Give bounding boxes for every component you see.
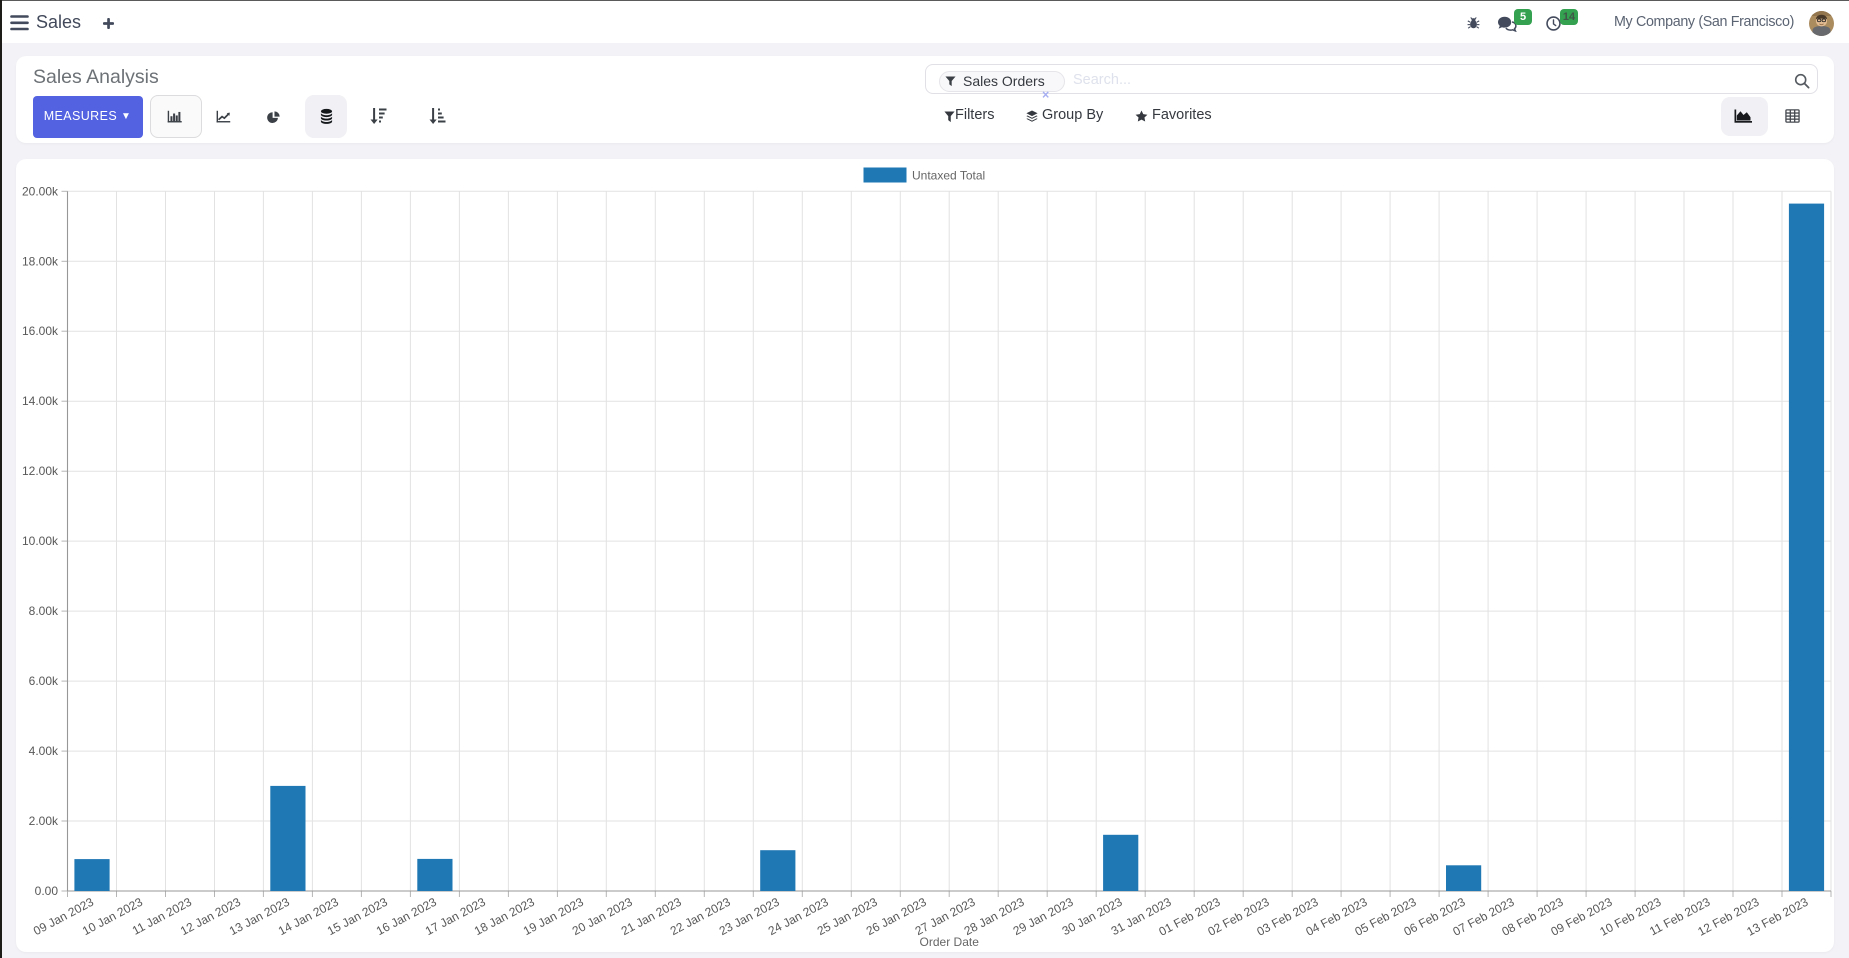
svg-text:6.00k: 6.00k (29, 674, 59, 688)
svg-text:12.00k: 12.00k (22, 464, 59, 478)
svg-text:20.00k: 20.00k (22, 184, 59, 198)
svg-text:Order Date: Order Date (920, 935, 980, 949)
svg-text:10.00k: 10.00k (22, 534, 59, 548)
svg-text:8.00k: 8.00k (29, 604, 59, 618)
svg-text:Untaxed Total: Untaxed Total (912, 169, 985, 183)
svg-text:0.00: 0.00 (35, 884, 59, 898)
svg-text:2.00k: 2.00k (29, 814, 59, 828)
svg-text:14.00k: 14.00k (22, 394, 59, 408)
svg-text:4.00k: 4.00k (29, 744, 59, 758)
svg-text:16.00k: 16.00k (22, 324, 59, 338)
svg-text:18.00k: 18.00k (22, 254, 59, 268)
